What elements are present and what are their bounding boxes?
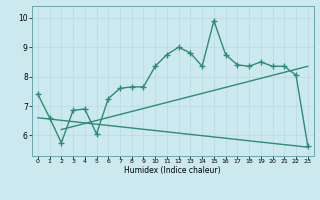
X-axis label: Humidex (Indice chaleur): Humidex (Indice chaleur) <box>124 166 221 175</box>
